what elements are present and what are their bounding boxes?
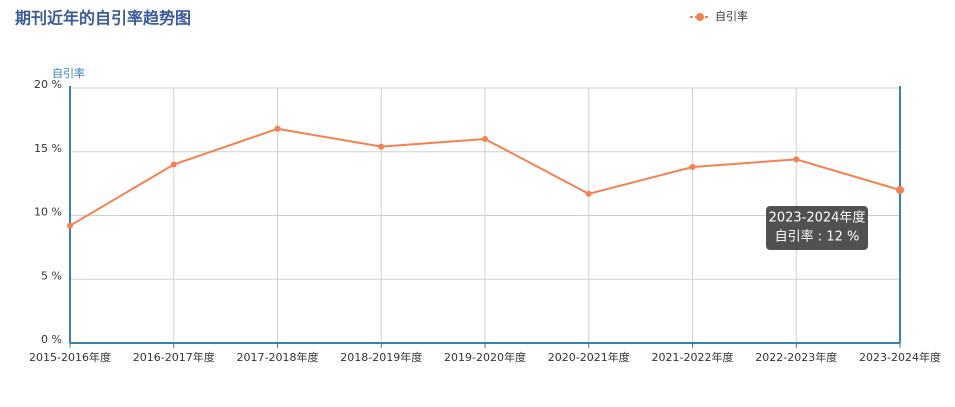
x-tick-label: 2020-2021年度 <box>548 350 630 364</box>
legend-marker <box>696 13 704 21</box>
point <box>585 190 592 197</box>
x-tick-label: 2016-2017年度 <box>133 350 215 364</box>
y-tick-label: 20 % <box>34 78 62 91</box>
x-tick-label: 2015-2016年度 <box>29 350 111 364</box>
point <box>896 186 904 194</box>
point <box>793 156 800 163</box>
x-tick-label: 2018-2019年度 <box>340 350 422 364</box>
point <box>67 222 73 229</box>
point <box>274 125 281 132</box>
point <box>378 143 385 150</box>
y-tick-label: 10 % <box>34 206 62 219</box>
tooltip-title: 2023-2024年度 <box>769 210 866 226</box>
legend-label: 自引率 <box>715 9 748 23</box>
tooltip-text: 自引率 : 12 % <box>775 229 860 245</box>
x-tick-label: 2021-2022年度 <box>652 350 734 364</box>
y-tick-label: 0 % <box>41 333 62 346</box>
x-tick-label: 2017-2018年度 <box>237 350 319 364</box>
point <box>689 164 696 171</box>
point <box>482 136 488 142</box>
x-tick-label: 2023-2024年度 <box>859 350 941 364</box>
x-tick-label: 2022-2023年度 <box>755 350 837 364</box>
y-tick-label: 15 % <box>34 142 62 155</box>
tooltip <box>766 206 868 250</box>
chart-title: 期刊近年的自引率趋势图 <box>15 9 191 28</box>
y-tick-label: 5 % <box>41 269 62 282</box>
x-tick-label: 2019-2020年度 <box>444 350 526 364</box>
point <box>170 161 177 168</box>
y-axis-label: 自引率 <box>52 66 85 80</box>
